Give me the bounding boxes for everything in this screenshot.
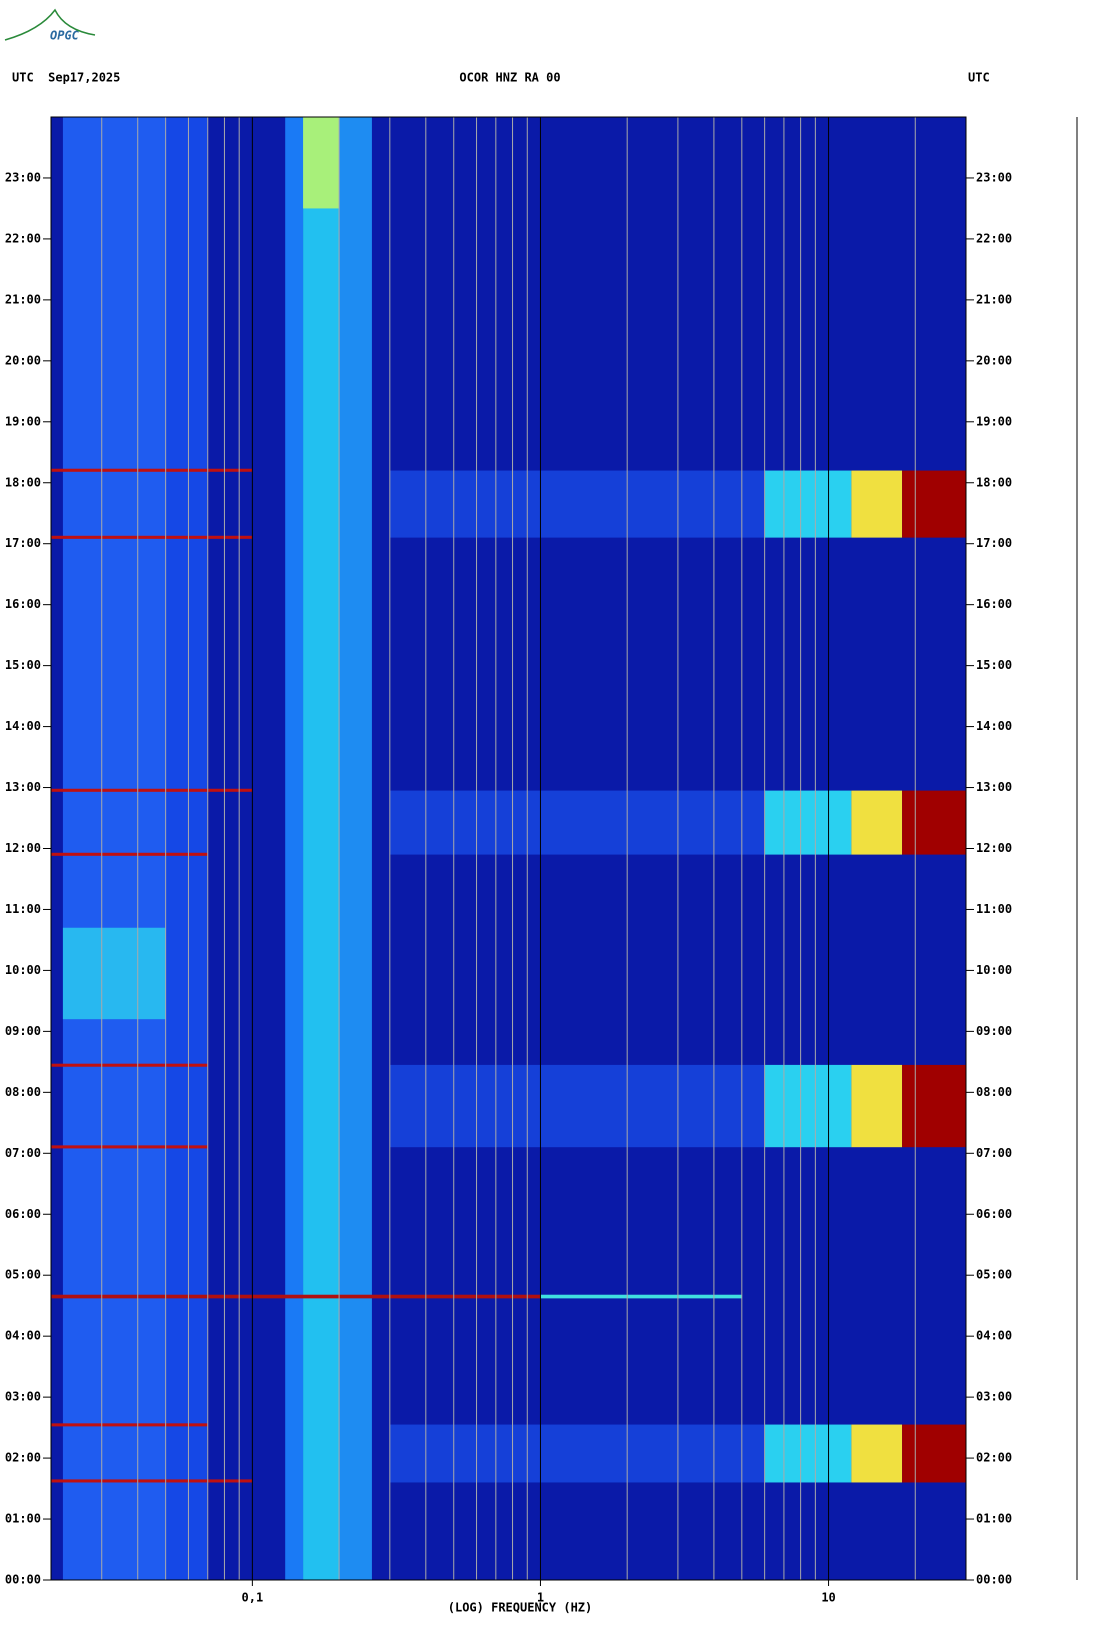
x-tick-label: 0,1 xyxy=(242,1591,264,1605)
y-tick-label-right: 19:00 xyxy=(976,414,1012,428)
y-tick-label-left: 19:00 xyxy=(5,414,41,428)
y-tick-label-left: 01:00 xyxy=(5,1512,41,1526)
y-tick-label-right: 04:00 xyxy=(976,1329,1012,1343)
spectral-region xyxy=(764,1064,852,1148)
spectral-region xyxy=(764,790,852,855)
y-tick-label-right: 00:00 xyxy=(976,1573,1012,1587)
x-axis-label: (LOG) FREQUENCY (HZ) xyxy=(448,1601,593,1615)
spectral-region xyxy=(51,1423,208,1427)
spectral-region xyxy=(303,117,340,1580)
spectral-region xyxy=(851,1064,903,1148)
y-tick-label-left: 12:00 xyxy=(5,841,41,855)
y-tick-label-right: 10:00 xyxy=(976,963,1012,977)
y-tick-label-right: 23:00 xyxy=(976,170,1012,184)
spectral-region xyxy=(389,1064,765,1148)
y-tick-label-left: 16:00 xyxy=(5,597,41,611)
y-tick-label-right: 17:00 xyxy=(976,536,1012,550)
y-tick-label-right: 01:00 xyxy=(976,1512,1012,1526)
y-tick-label-left: 00:00 xyxy=(5,1573,41,1587)
spectral-region xyxy=(339,117,372,1580)
y-tick-label-left: 14:00 xyxy=(5,719,41,733)
y-tick-label-right: 07:00 xyxy=(976,1146,1012,1160)
y-tick-label-right: 03:00 xyxy=(976,1390,1012,1404)
spectral-region xyxy=(51,468,253,472)
spectral-region xyxy=(51,1063,208,1067)
y-tick-label-left: 05:00 xyxy=(5,1268,41,1282)
spectral-region xyxy=(51,1145,208,1149)
y-tick-label-left: 23:00 xyxy=(5,170,41,184)
spectral-region xyxy=(851,470,903,538)
y-tick-label-left: 13:00 xyxy=(5,780,41,794)
logo-curve xyxy=(4,8,96,41)
x-tick-label: 1 xyxy=(537,1591,544,1605)
y-tick-label-right: 18:00 xyxy=(976,475,1012,489)
spectral-region xyxy=(303,117,340,209)
left-label: UTC Sep17,2025 xyxy=(12,71,120,85)
y-tick-label-right: 11:00 xyxy=(976,902,1012,916)
spectral-region xyxy=(51,535,253,539)
spectral-region xyxy=(51,852,208,856)
spectral-region xyxy=(851,790,903,855)
spectral-region xyxy=(51,1294,541,1299)
y-tick-label-right: 15:00 xyxy=(976,658,1012,672)
spectral-region xyxy=(389,470,765,538)
y-tick-label-left: 11:00 xyxy=(5,902,41,916)
y-tick-label-right: 06:00 xyxy=(976,1207,1012,1221)
y-tick-label-right: 12:00 xyxy=(976,841,1012,855)
spectral-region xyxy=(165,117,208,1580)
spectral-region xyxy=(389,1424,765,1483)
y-tick-label-left: 08:00 xyxy=(5,1085,41,1099)
y-tick-label-right: 05:00 xyxy=(976,1268,1012,1282)
spectral-region xyxy=(540,1294,742,1299)
x-tick-label: 10 xyxy=(821,1591,835,1605)
spectral-region xyxy=(764,1424,852,1483)
y-tick-label-right: 22:00 xyxy=(976,231,1012,245)
spectral-region xyxy=(62,927,166,1020)
spectral-region xyxy=(51,1479,253,1483)
spectral-region xyxy=(902,1064,966,1148)
y-tick-label-left: 18:00 xyxy=(5,475,41,489)
y-tick-label-right: 14:00 xyxy=(976,719,1012,733)
spectral-region xyxy=(851,1424,903,1483)
y-tick-label-left: 04:00 xyxy=(5,1329,41,1343)
y-tick-label-right: 09:00 xyxy=(976,1024,1012,1038)
y-tick-label-left: 20:00 xyxy=(5,353,41,367)
logo: OPGC xyxy=(50,29,80,43)
y-tick-label-left: 17:00 xyxy=(5,536,41,550)
y-tick-label-left: 06:00 xyxy=(5,1207,41,1221)
y-tick-label-left: 09:00 xyxy=(5,1024,41,1038)
spectral-region xyxy=(389,790,765,855)
spectral-region xyxy=(51,788,253,792)
right-label: UTC xyxy=(968,71,990,85)
y-tick-label-left: 03:00 xyxy=(5,1390,41,1404)
y-tick-label-right: 21:00 xyxy=(976,292,1012,306)
spectral-region xyxy=(902,1424,966,1483)
chart-title: OCOR HNZ RA 00 xyxy=(459,71,560,85)
y-tick-label-right: 13:00 xyxy=(976,780,1012,794)
y-tick-label-left: 22:00 xyxy=(5,231,41,245)
spectral-region xyxy=(285,117,304,1580)
spectral-region xyxy=(62,117,166,1580)
spectral-region xyxy=(902,470,966,538)
plot-frame xyxy=(50,116,967,1581)
y-tick-label-left: 15:00 xyxy=(5,658,41,672)
spectral-region xyxy=(902,790,966,855)
y-tick-label-left: 02:00 xyxy=(5,1451,41,1465)
y-tick-label-right: 08:00 xyxy=(976,1085,1012,1099)
y-tick-label-right: 02:00 xyxy=(976,1451,1012,1465)
y-tick-label-left: 07:00 xyxy=(5,1146,41,1160)
spectral-region xyxy=(764,470,852,538)
y-tick-label-right: 16:00 xyxy=(976,597,1012,611)
y-tick-label-left: 10:00 xyxy=(5,963,41,977)
y-tick-label-left: 21:00 xyxy=(5,292,41,306)
y-tick-label-right: 20:00 xyxy=(976,353,1012,367)
